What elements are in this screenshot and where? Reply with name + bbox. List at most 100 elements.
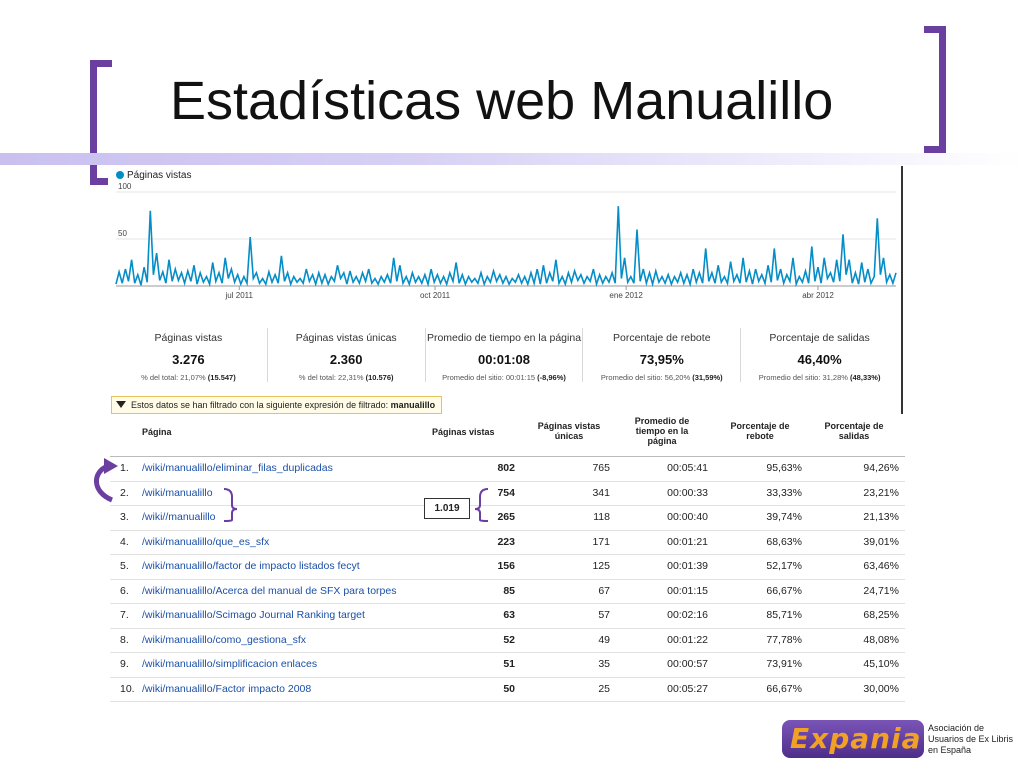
x-tick-label: jul 2011 [225, 291, 254, 300]
bounce-rate-cell: 73,91% [766, 658, 802, 670]
bounce-rate-cell: 77,78% [766, 633, 802, 646]
avg-time-cell: 00:01:15 [667, 584, 708, 597]
y-tick-label: 50 [118, 229, 127, 238]
table-row: 2. /wiki/manualillo 754 341 00:00:33 33,33% 23… [110, 482, 905, 506]
avg-time-cell: 00:00:33 [667, 486, 708, 499]
metric-comparison: Promedio del sitio: 00:01:15 (-8,96%) [442, 373, 566, 382]
avg-time-cell: 00:01:21 [667, 535, 708, 548]
metric-value: 73,95% [639, 352, 684, 367]
exit-rate-cell: 45,10% [863, 658, 899, 670]
page-link[interactable]: /wiki/manualillo/Factor impacto 2008 [142, 682, 312, 695]
row-number: 3. [120, 511, 129, 523]
unique-views-cell: 125 [592, 560, 610, 572]
page-link[interactable]: /wiki/manualillo/eliminar_filas_duplicad… [142, 462, 333, 474]
table-row: 8. /wiki/manualillo/como_gestiona_sfx 52 49… [110, 629, 905, 653]
pageviews-cell: 85 [503, 584, 515, 597]
series-line-pageviews [115, 206, 897, 288]
unique-views-cell: 118 [593, 511, 610, 523]
pageviews-cell: 802 [497, 462, 515, 474]
header-bounce[interactable]: Porcentaje de rebote [722, 421, 798, 441]
bounce-rate-cell: 85,71% [766, 609, 802, 621]
left-bracket-decoration [90, 60, 112, 185]
analytics-screenshot [108, 165, 903, 700]
avg-time-cell: 00:00:40 [667, 511, 708, 523]
logo-caption-line2: Usuarios de Ex Libris [928, 734, 1014, 744]
header-bounce-line2: rebote [746, 431, 774, 441]
unique-views-cell: 25 [598, 682, 610, 695]
table-row: 10. /wiki/manualillo/Factor impacto 2008 5… [110, 678, 905, 702]
header-bounce-line1: Porcentaje de [730, 421, 790, 431]
table-body: 1. /wiki/manualillo/eliminar_filas_duplic… [110, 457, 905, 702]
arrow-head-icon [104, 458, 118, 474]
exit-rate-cell: 63,46% [863, 560, 899, 572]
row-number: 4. [120, 535, 129, 548]
exit-rate-cell: 21,13% [863, 511, 899, 523]
row-number: 10. [120, 682, 135, 695]
table-row: 6. /wiki/manualillo/Acerca del manual de … [110, 580, 905, 604]
metric-label: Porcentaje de rebote [613, 332, 711, 344]
metric-label: Porcentaje de salidas [769, 332, 870, 344]
header-unique[interactable]: Páginas vistas únicas [534, 421, 604, 441]
row-number: 9. [120, 658, 129, 670]
x-tick-label: abr 2012 [802, 291, 834, 300]
row-number: 2. [120, 486, 129, 499]
filter-expression: manualillo [390, 400, 436, 410]
pageviews-cell: 223 [497, 535, 515, 548]
table-row: 3. /wiki//manualillo 265 118 00:00:40 39,74% 2… [110, 506, 905, 531]
panel-edge [901, 166, 903, 414]
pageviews-cell: 265 [497, 511, 515, 523]
exit-rate-cell: 23,21% [863, 486, 899, 499]
logo-caption-line3: en España [928, 745, 972, 755]
avg-time-cell: 00:02:16 [667, 609, 708, 621]
logo-caption-line1: Asociación de [928, 723, 985, 733]
exit-rate-cell: 39,01% [863, 535, 899, 548]
page-link[interactable]: /wiki/manualillo/como_gestiona_sfx [142, 633, 306, 646]
metric-card: Promedio de tiempo en la página 00:01:08 P… [424, 328, 583, 382]
metric-card: Páginas vistas 3.276 % del total: 21,07% (… [110, 328, 267, 382]
avg-time-cell: 00:05:41 [667, 462, 708, 474]
bounce-rate-cell: 66,67% [766, 682, 802, 695]
exit-rate-cell: 24,71% [863, 584, 899, 597]
pageviews-cell: 51 [503, 658, 515, 670]
left-brace-icon [223, 488, 238, 522]
legend-dot-icon [116, 171, 124, 179]
page-link[interactable]: /wiki/manualillo/Acerca del manual de SF… [142, 584, 397, 597]
title-band [0, 153, 1024, 165]
metric-value: 46,40% [797, 352, 842, 367]
header-time-line1: Promedio de [634, 416, 690, 426]
metric-card: Páginas vistas únicas 2.360 % del total: 2… [266, 328, 425, 382]
pageviews-cell: 63 [503, 609, 515, 621]
page-link[interactable]: /wiki/manualillo/factor de impacto lista… [142, 560, 360, 572]
table-row: 4. /wiki/manualillo/que_es_sfx 223 171 00:01… [110, 531, 905, 555]
slide-title: Estadísticas web Manualillo [170, 71, 834, 131]
filter-text: Estos datos se han filtrado con la sigui… [131, 400, 391, 410]
bounce-rate-cell: 66,67% [766, 584, 802, 597]
avg-time-cell: 00:05:27 [667, 682, 708, 695]
filter-notice: Estos datos se han filtrado con la sigui… [111, 396, 443, 414]
bounce-rate-cell: 68,63% [766, 535, 802, 548]
exit-rate-cell: 68,25% [863, 609, 899, 621]
chart-legend: Páginas vistas [116, 170, 191, 181]
avg-time-cell: 00:00:57 [667, 658, 708, 670]
page-link[interactable]: /wiki/manualillo/Scimago Journal Ranking… [142, 609, 365, 621]
page-link[interactable]: /wiki/manualillo/simplificacion enlaces [142, 658, 318, 670]
unique-views-cell: 49 [598, 633, 610, 646]
metric-value: 2.360 [329, 352, 363, 367]
header-time-line2: tiempo en la [635, 426, 689, 436]
header-views[interactable]: Páginas vistas [432, 427, 495, 437]
metric-value: 3.276 [172, 352, 205, 367]
header-time[interactable]: Promedio de tiempo en la página [630, 416, 694, 446]
page-link[interactable]: /wiki//manualillo [142, 511, 216, 523]
x-tick-label: oct 2011 [420, 291, 451, 300]
header-unique-line2: únicas [554, 431, 584, 441]
x-tick-label: ene 2012 [609, 291, 643, 300]
header-page[interactable]: Página [142, 427, 172, 437]
unique-views-cell: 67 [598, 584, 610, 597]
pageviews-cell: 156 [497, 560, 515, 572]
page-link[interactable]: /wiki/manualillo [142, 486, 213, 499]
page-link[interactable]: /wiki/manualillo/que_es_sfx [142, 535, 270, 548]
right-bracket-decoration [924, 26, 946, 153]
header-exit[interactable]: Porcentaje de salidas [816, 421, 892, 441]
bounce-rate-cell: 39,74% [766, 511, 802, 523]
bounce-rate-cell: 33,33% [766, 486, 802, 499]
